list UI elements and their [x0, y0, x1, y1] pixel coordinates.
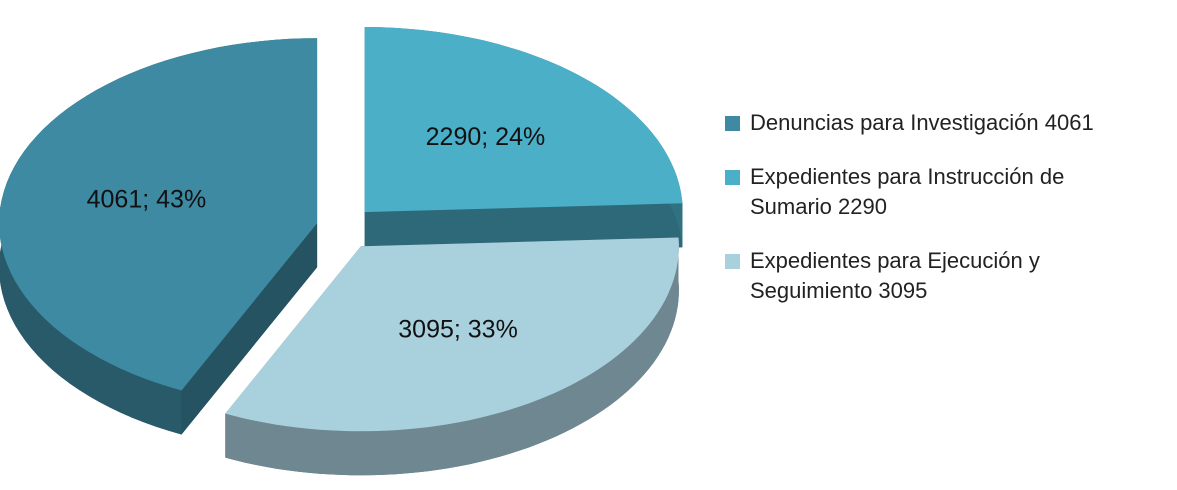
legend: Denuncias para Investigación 4061 Expedie…	[725, 108, 1165, 330]
pie-chart: 2290; 24% 3095; 33% 4061; 43%	[0, 27, 683, 476]
slice-side	[181, 223, 318, 435]
legend-swatch	[725, 116, 740, 131]
legend-entry: Expedientes para Instrucción de Sumario …	[725, 162, 1165, 222]
slice	[364, 27, 683, 213]
legend-entry: Expedientes para Ejecución y Seguimiento…	[725, 246, 1165, 306]
slice	[0, 38, 318, 391]
legend-swatch	[725, 170, 740, 185]
slice-side	[225, 237, 679, 476]
legend-swatch	[725, 254, 740, 269]
data-label: 4061; 43%	[87, 186, 207, 214]
legend-label: Expedientes para Instrucción de Sumario …	[750, 164, 1065, 219]
slice	[225, 237, 679, 432]
data-label: 2290; 24%	[426, 123, 546, 151]
legend-label: Denuncias para Investigación 4061	[750, 110, 1094, 135]
legend-label: Expedientes para Ejecución y Seguimiento…	[750, 248, 1040, 303]
legend-entry: Denuncias para Investigación 4061	[725, 108, 1165, 138]
data-label: 3095; 33%	[398, 316, 518, 344]
